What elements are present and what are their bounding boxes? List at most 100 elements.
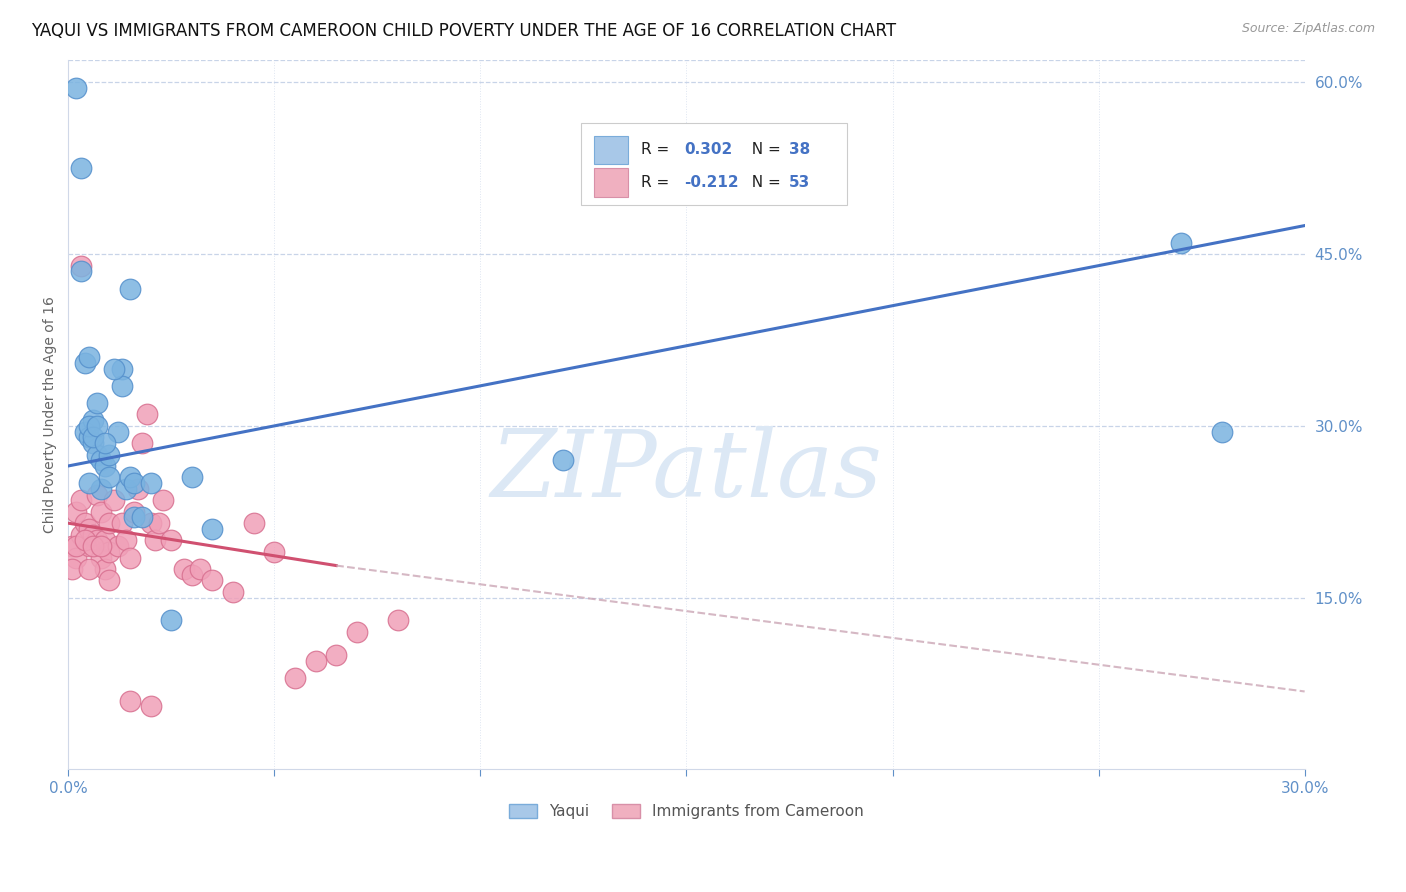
- Point: [82, 539, 104, 553]
- Point: [69, 527, 91, 541]
- Point: [65, 505, 87, 519]
- Point: [139, 699, 162, 714]
- Point: [94, 458, 117, 473]
- Text: ZIPatlas: ZIPatlas: [491, 426, 883, 516]
- Point: [77, 476, 100, 491]
- Point: [94, 562, 117, 576]
- Y-axis label: Child Poverty Under the Age of 16: Child Poverty Under the Age of 16: [44, 296, 58, 533]
- Point: [73, 356, 96, 370]
- FancyBboxPatch shape: [593, 136, 628, 164]
- Point: [107, 539, 129, 553]
- Point: [143, 533, 166, 548]
- Point: [98, 574, 121, 588]
- Point: [222, 585, 245, 599]
- Point: [73, 516, 96, 531]
- Point: [325, 648, 347, 662]
- Text: 38: 38: [789, 142, 810, 157]
- Point: [111, 361, 134, 376]
- Point: [65, 81, 87, 95]
- Text: 0.302: 0.302: [683, 142, 733, 157]
- Point: [201, 574, 224, 588]
- Text: R =: R =: [641, 142, 673, 157]
- Point: [180, 567, 202, 582]
- Point: [60, 539, 83, 553]
- Point: [131, 436, 153, 450]
- Point: [86, 533, 108, 548]
- Point: [284, 671, 307, 685]
- Point: [118, 470, 141, 484]
- Point: [69, 259, 91, 273]
- Point: [77, 562, 100, 576]
- Point: [188, 562, 211, 576]
- Point: [65, 550, 87, 565]
- Point: [346, 624, 368, 639]
- Text: -0.212: -0.212: [683, 175, 738, 190]
- Point: [118, 550, 141, 565]
- Point: [115, 533, 138, 548]
- Point: [122, 476, 145, 491]
- Point: [69, 493, 91, 508]
- Point: [77, 350, 100, 364]
- Point: [98, 545, 121, 559]
- Point: [103, 361, 125, 376]
- Point: [94, 436, 117, 450]
- Point: [90, 539, 112, 553]
- Point: [69, 264, 91, 278]
- Point: [263, 545, 285, 559]
- Point: [387, 614, 409, 628]
- Point: [82, 527, 104, 541]
- Point: [139, 476, 162, 491]
- FancyBboxPatch shape: [581, 123, 848, 205]
- Text: N =: N =: [742, 175, 786, 190]
- Point: [152, 493, 174, 508]
- Point: [90, 550, 112, 565]
- Point: [77, 430, 100, 444]
- Point: [77, 418, 100, 433]
- Point: [98, 470, 121, 484]
- Point: [65, 539, 87, 553]
- Point: [98, 516, 121, 531]
- Point: [551, 453, 574, 467]
- Point: [118, 693, 141, 707]
- Point: [82, 413, 104, 427]
- Point: [103, 493, 125, 508]
- Point: [131, 510, 153, 524]
- Point: [122, 510, 145, 524]
- Point: [139, 516, 162, 531]
- Text: R =: R =: [641, 175, 673, 190]
- Point: [148, 516, 170, 531]
- Point: [127, 482, 149, 496]
- Point: [115, 482, 138, 496]
- Point: [242, 516, 264, 531]
- Text: 53: 53: [789, 175, 810, 190]
- Point: [73, 533, 96, 548]
- Point: [94, 533, 117, 548]
- Point: [86, 448, 108, 462]
- Point: [86, 418, 108, 433]
- Point: [135, 408, 157, 422]
- Point: [180, 470, 202, 484]
- Point: [173, 562, 195, 576]
- Point: [160, 614, 183, 628]
- Point: [111, 379, 134, 393]
- Point: [122, 505, 145, 519]
- Point: [86, 396, 108, 410]
- Point: [77, 522, 100, 536]
- Point: [90, 453, 112, 467]
- Point: [160, 533, 183, 548]
- Point: [60, 562, 83, 576]
- Legend: Yaqui, Immigrants from Cameroon: Yaqui, Immigrants from Cameroon: [503, 798, 870, 825]
- Text: N =: N =: [742, 142, 786, 157]
- Point: [73, 425, 96, 439]
- Point: [304, 654, 326, 668]
- Point: [98, 448, 121, 462]
- Point: [69, 161, 91, 176]
- Point: [82, 430, 104, 444]
- Text: YAQUI VS IMMIGRANTS FROM CAMEROON CHILD POVERTY UNDER THE AGE OF 16 CORRELATION : YAQUI VS IMMIGRANTS FROM CAMEROON CHILD …: [31, 22, 896, 40]
- Point: [111, 516, 134, 531]
- Point: [90, 505, 112, 519]
- Point: [1170, 235, 1192, 250]
- Point: [1211, 425, 1233, 439]
- Point: [118, 281, 141, 295]
- Point: [201, 522, 224, 536]
